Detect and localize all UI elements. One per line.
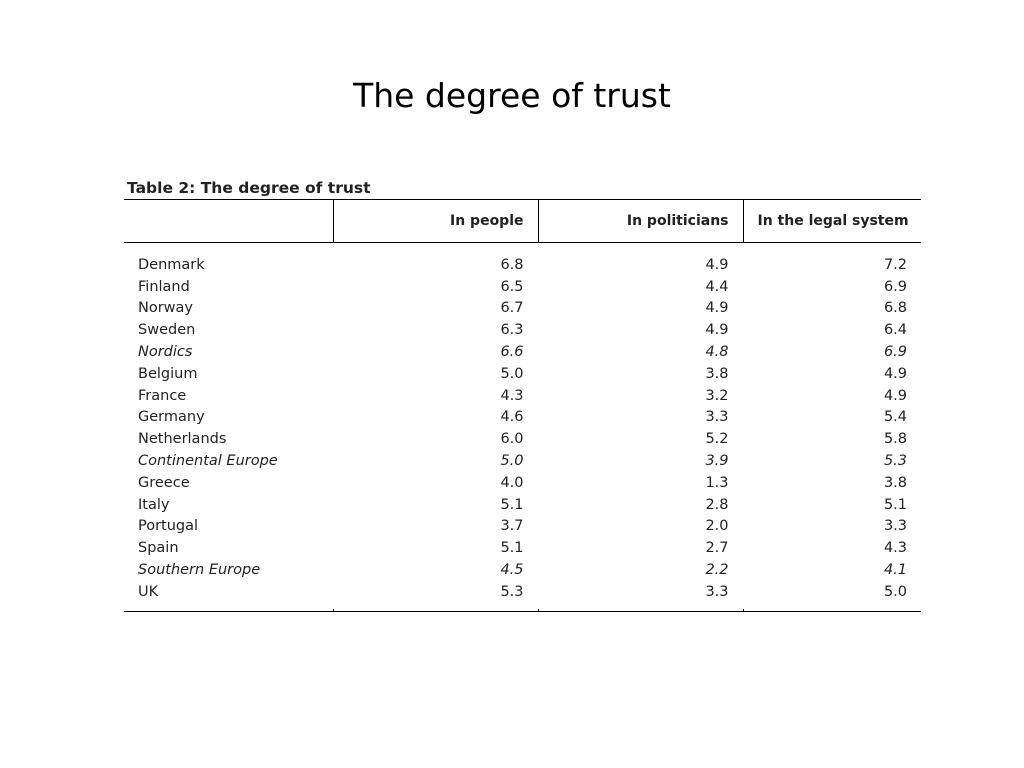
row-country: Denmark <box>138 256 205 273</box>
header-in-legal-system: In the legal system <box>743 199 921 243</box>
row-in-politicians: 2.2 <box>705 562 729 579</box>
row-in-legal-system: 5.4 <box>883 409 907 426</box>
table-row: Italy 5.1 2.8 5.1 <box>124 494 921 516</box>
row-in-politicians: 4.9 <box>705 256 729 273</box>
row-in-politicians: 2.0 <box>705 518 729 535</box>
row-in-politicians: 4.9 <box>705 322 729 339</box>
row-in-legal-system: 6.4 <box>883 322 907 339</box>
row-in-legal-system: 4.9 <box>883 365 907 382</box>
row-country: Netherlands <box>138 431 227 448</box>
row-country: Italy <box>138 496 170 513</box>
row-in-people: 5.1 <box>500 496 524 513</box>
row-in-people: 6.8 <box>500 256 524 273</box>
table-row: Continental Europe 5.0 3.9 5.3 <box>124 450 921 472</box>
slide-title: The degree of trust <box>353 76 671 115</box>
row-in-people: 6.3 <box>500 322 524 339</box>
row-in-legal-system: 4.9 <box>883 387 907 404</box>
row-country: Portugal <box>138 518 199 535</box>
row-country: Norway <box>138 300 194 317</box>
row-in-people: 3.7 <box>500 518 524 535</box>
column-divider <box>333 199 334 242</box>
row-in-politicians: 3.2 <box>705 387 729 404</box>
row-in-legal-system: 6.8 <box>883 300 907 317</box>
row-in-people: 5.3 <box>500 583 524 600</box>
row-in-legal-system: 4.1 <box>883 562 907 579</box>
row-country: Continental Europe <box>138 453 278 470</box>
row-country: Nordics <box>138 344 193 361</box>
row-country: Belgium <box>138 365 198 382</box>
row-in-people: 6.6 <box>500 344 524 361</box>
table-header-row: In people In politicians In the legal sy… <box>124 199 921 243</box>
row-in-legal-system: 3.8 <box>883 474 907 491</box>
column-divider <box>743 608 744 612</box>
table-row: Nordics 6.6 4.8 6.9 <box>124 341 921 363</box>
row-in-politicians: 3.9 <box>705 453 729 470</box>
table-bottom-spacer <box>124 602 921 612</box>
row-in-legal-system: 5.8 <box>883 431 907 448</box>
table-row: Norway 6.7 4.9 6.8 <box>124 298 921 320</box>
row-country: Sweden <box>138 322 196 339</box>
table-row: Portugal 3.7 2.0 3.3 <box>124 516 921 538</box>
header-in-politicians: In politicians <box>538 199 743 243</box>
row-in-people: 4.0 <box>500 474 524 491</box>
column-divider <box>743 199 744 242</box>
row-in-politicians: 4.4 <box>705 278 729 295</box>
row-in-people: 4.6 <box>500 409 524 426</box>
header-in-people: In people <box>333 199 538 243</box>
column-divider <box>538 608 539 612</box>
row-in-politicians: 3.3 <box>705 409 729 426</box>
table-row: Finland 6.5 4.4 6.9 <box>124 276 921 298</box>
row-in-politicians: 1.3 <box>705 474 729 491</box>
table-row: Denmark 6.8 4.9 7.2 <box>124 254 921 276</box>
row-in-politicians: 3.3 <box>705 583 729 600</box>
trust-table-container: In people In politicians In the legal sy… <box>124 199 921 612</box>
row-in-people: 6.5 <box>500 278 524 295</box>
row-in-people: 6.0 <box>500 431 524 448</box>
table-row: Southern Europe 4.5 2.2 4.1 <box>124 559 921 581</box>
row-in-politicians: 2.7 <box>705 540 729 557</box>
row-in-people: 4.3 <box>500 387 524 404</box>
row-country: Southern Europe <box>138 562 261 579</box>
row-country: France <box>138 387 187 404</box>
table-row: UK 5.3 3.3 5.0 <box>124 581 921 603</box>
row-in-legal-system: 7.2 <box>883 256 907 273</box>
row-in-legal-system: 5.1 <box>883 496 907 513</box>
row-country: Greece <box>138 474 190 491</box>
row-in-legal-system: 6.9 <box>883 344 907 361</box>
row-in-politicians: 4.8 <box>705 344 729 361</box>
table-row: Sweden 6.3 4.9 6.4 <box>124 319 921 341</box>
table-body: Denmark 6.8 4.9 7.2 Finland 6.5 4.4 6.9 Norway 6.… <box>124 243 921 612</box>
row-country: Spain <box>138 540 179 557</box>
table-row: Netherlands 6.0 5.2 5.8 <box>124 428 921 450</box>
row-country: Germany <box>138 409 205 426</box>
row-in-legal-system: 6.9 <box>883 278 907 295</box>
row-in-people: 6.7 <box>500 300 524 317</box>
row-in-people: 4.5 <box>500 562 524 579</box>
row-country: UK <box>138 583 159 600</box>
column-divider <box>333 608 334 612</box>
row-in-people: 5.0 <box>500 453 524 470</box>
row-in-people: 5.1 <box>500 540 524 557</box>
row-in-politicians: 2.8 <box>705 496 729 513</box>
table-row: Greece 4.0 1.3 3.8 <box>124 472 921 494</box>
row-in-politicians: 3.8 <box>705 365 729 382</box>
table-caption: Table 2: The degree of trust <box>127 179 371 197</box>
row-in-legal-system: 5.3 <box>883 453 907 470</box>
header-country <box>124 199 333 243</box>
row-country: Finland <box>138 278 190 295</box>
trust-table: In people In politicians In the legal sy… <box>124 199 921 612</box>
table-row: Belgium 5.0 3.8 4.9 <box>124 363 921 385</box>
row-in-politicians: 5.2 <box>705 431 729 448</box>
row-in-people: 5.0 <box>500 365 524 382</box>
row-in-politicians: 4.9 <box>705 300 729 317</box>
row-in-legal-system: 3.3 <box>883 518 907 535</box>
row-in-legal-system: 5.0 <box>883 583 907 600</box>
table-row: France 4.3 3.2 4.9 <box>124 385 921 407</box>
column-divider <box>538 199 539 242</box>
table-row: Spain 5.1 2.7 4.3 <box>124 537 921 559</box>
table-row: Germany 4.6 3.3 5.4 <box>124 407 921 429</box>
row-in-legal-system: 4.3 <box>883 540 907 557</box>
table-top-spacer <box>124 243 921 255</box>
